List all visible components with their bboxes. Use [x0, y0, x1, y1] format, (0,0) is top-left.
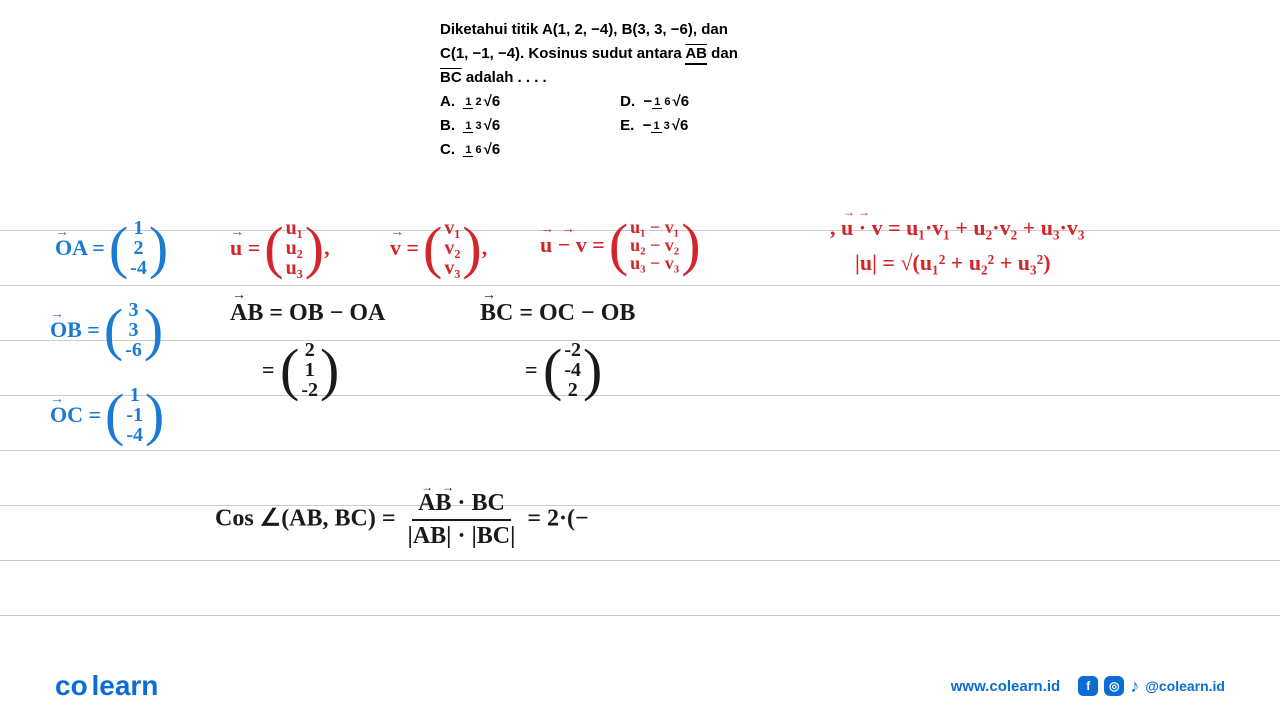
- option-c: C. 16√6: [440, 138, 870, 162]
- facebook-icon: f: [1078, 676, 1098, 696]
- vector-uminusv-def: → →u − v = ( u₁ − v₁u₂ − v₂u₃ − v₃ ): [540, 218, 701, 272]
- option-e: E. −13√6: [620, 114, 688, 138]
- option-row-1: A. 12√6 D. −16√6: [440, 90, 870, 114]
- option-row-2: B. 13√6 E. −13√6: [440, 114, 870, 138]
- vector-u-def: →u = ( u₁u₂u₃ ),: [230, 218, 330, 278]
- problem-line1: Diketahui titik A(1, 2, −4), B(3, 3, −6)…: [440, 18, 870, 42]
- option-b: B. 13√6: [440, 114, 500, 138]
- bc-equation: → BC = OC − OB: [480, 300, 635, 327]
- problem-line2: C(1, −1, −4). Kosinus sudut antara AB da…: [440, 42, 870, 66]
- social-icons: f ◎ ♪ @colearn.id: [1078, 676, 1225, 697]
- vector-v-def: →v = ( v₁v₂v₃ ),: [390, 218, 487, 278]
- problem-line3: BC adalah . . . .: [440, 66, 870, 90]
- dot-product-formula: , → →u · v = u₁·v₁ + u₂·v₂ + u₃·v₃: [830, 215, 1084, 241]
- magnitude-formula: |u| = √(u₁² + u₂² + u₃²): [855, 250, 1051, 276]
- brand-logo: co learn: [55, 670, 158, 702]
- ab-column: = ( 21-2 ): [262, 340, 339, 400]
- vector-oa: →OA = ( 12-4 ): [55, 218, 168, 278]
- footer-url: www.colearn.id: [951, 678, 1060, 695]
- vector-oc: →OC = ( 1-1-4 ): [50, 385, 164, 445]
- option-a: A. 12√6: [440, 90, 500, 114]
- problem-statement: Diketahui titik A(1, 2, −4), B(3, 3, −6)…: [440, 18, 870, 162]
- cos-partial-rhs: = 2·(−: [527, 506, 588, 532]
- cos-denominator: |AB| · |BC|: [408, 521, 516, 550]
- instagram-icon: ◎: [1104, 676, 1124, 696]
- vector-ob: →OB = ( 33-6 ): [50, 300, 163, 360]
- footer: co learn www.colearn.id f ◎ ♪ @colearn.i…: [0, 670, 1280, 702]
- tiktok-icon: ♪: [1130, 676, 1139, 697]
- cos-numerator: → → AB · BC: [412, 490, 511, 521]
- ab-equation: → AB = OB − OA: [230, 300, 385, 327]
- cosine-formula: Cos ∠(AB, BC) = → → AB · BC |AB| · |BC| …: [215, 490, 589, 550]
- social-handle: @colearn.id: [1145, 678, 1225, 694]
- bc-column: = ( -2-42 ): [525, 340, 602, 400]
- option-d: D. −16√6: [620, 90, 689, 114]
